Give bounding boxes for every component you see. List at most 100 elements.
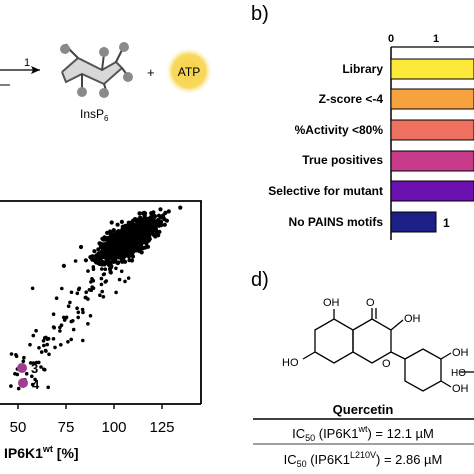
scatter-xtick-75: 75 [58, 419, 75, 436]
arrow-head [31, 66, 40, 74]
bar-label-true-positives: True positives [302, 153, 383, 167]
scatter-point [105, 260, 110, 265]
reaction-scheme: 1 InsP6 + ATP [0, 42, 213, 123]
scatter-point [146, 219, 151, 225]
scatter-point [161, 215, 166, 220]
scatter-point [129, 222, 134, 227]
scatter-point [145, 235, 150, 240]
scatter-point [28, 342, 32, 347]
scatter-point [107, 240, 112, 245]
bar-tick-0: 0 [388, 33, 394, 45]
scatter-point [99, 253, 104, 258]
bar-zscore [390, 88, 474, 110]
scatter-point [66, 340, 70, 344]
scatter-xtick-100: 100 [101, 419, 126, 436]
scatter-point [133, 231, 138, 236]
scatter-point [96, 247, 101, 252]
scatter-point [110, 251, 115, 256]
scatter-point [119, 219, 124, 224]
scatter-point [163, 210, 168, 215]
scatter-point [109, 242, 114, 248]
scatter-point [111, 228, 116, 233]
scatter-point [166, 209, 171, 214]
scatter-point [58, 329, 62, 333]
scatter-point [42, 367, 47, 372]
scatter-point [137, 211, 142, 216]
scatter-point [42, 343, 46, 348]
scatter-point [143, 245, 148, 250]
scatter-point [73, 259, 78, 263]
bar-library [390, 58, 474, 80]
scatter-point [143, 227, 148, 232]
scatter-point [80, 307, 85, 312]
scatter-point [107, 249, 112, 253]
scatter-point [120, 260, 125, 264]
scatter-point [69, 337, 73, 342]
scatter-point [30, 374, 34, 379]
atom-oh-catechol-2: OH [452, 383, 469, 395]
scatter-point [75, 306, 79, 311]
scatter-point [16, 386, 21, 391]
scatter-point [104, 255, 109, 259]
scatter-point [98, 258, 103, 264]
atom-ho-right: HO [451, 368, 466, 379]
scatter-point [71, 327, 76, 332]
scatter-point [37, 346, 41, 350]
scatter-point [14, 353, 18, 357]
scatter-point [91, 278, 96, 283]
atom-o-carbonyl: O [366, 297, 375, 309]
scatter-point [116, 248, 121, 253]
scatter-point [120, 231, 125, 236]
scatter-point [109, 270, 113, 275]
scatter-point [62, 318, 67, 322]
scatter-point [28, 361, 33, 365]
scatter-point [24, 371, 29, 376]
scatter-point [102, 242, 108, 247]
scatter-point [100, 289, 104, 294]
scatter-point [113, 257, 118, 262]
scatter-point [51, 312, 56, 317]
scatter-point [66, 304, 71, 309]
scatter-point [103, 267, 108, 272]
scatter-xtick-125: 125 [149, 419, 174, 436]
scatter-point [76, 315, 80, 320]
scatter-point [43, 348, 48, 353]
bar-activity [390, 119, 474, 141]
scatter-point [101, 295, 106, 299]
scatter-point [99, 276, 104, 281]
bar-annotation-pains: 1 [443, 216, 450, 230]
scatter-point [42, 336, 47, 340]
scatter-point [119, 241, 124, 246]
scatter-point [101, 237, 106, 242]
scatter-point [143, 240, 148, 245]
atp-glow [165, 47, 213, 95]
scatter-point [22, 355, 26, 360]
phosphate-groups [60, 42, 133, 98]
scatter-point [119, 255, 124, 260]
scatter-point [127, 241, 132, 246]
scatter-point [130, 254, 136, 259]
scatter-point [21, 359, 26, 364]
scatter-point [102, 272, 107, 276]
scatter-point [91, 265, 96, 269]
scatter-point [126, 276, 131, 280]
scatter-point [69, 290, 74, 295]
scatter-point [86, 322, 90, 326]
scatter-point [90, 257, 95, 262]
bar-tick-1: 1 [433, 33, 439, 45]
scatter-point [99, 282, 104, 287]
scatter-x-label: IP6K1wt [%] [4, 444, 79, 461]
ic50-wt: IC50 (IP6K1wt) = 12.1 µM [292, 424, 434, 443]
bar-label-activity: %Activity <80% [295, 123, 384, 137]
scatter-point [34, 328, 38, 333]
scatter-point [107, 267, 113, 272]
scatter-point [61, 263, 66, 268]
scatter-point [125, 246, 131, 252]
highlight-point-3 [17, 363, 27, 373]
scatter-point [114, 266, 118, 271]
scatter-point [121, 249, 126, 253]
scatter-point [128, 227, 133, 232]
product-label: InsP6 [80, 107, 109, 123]
bar-selective [390, 180, 474, 202]
scatter-frame [0, 200, 202, 404]
